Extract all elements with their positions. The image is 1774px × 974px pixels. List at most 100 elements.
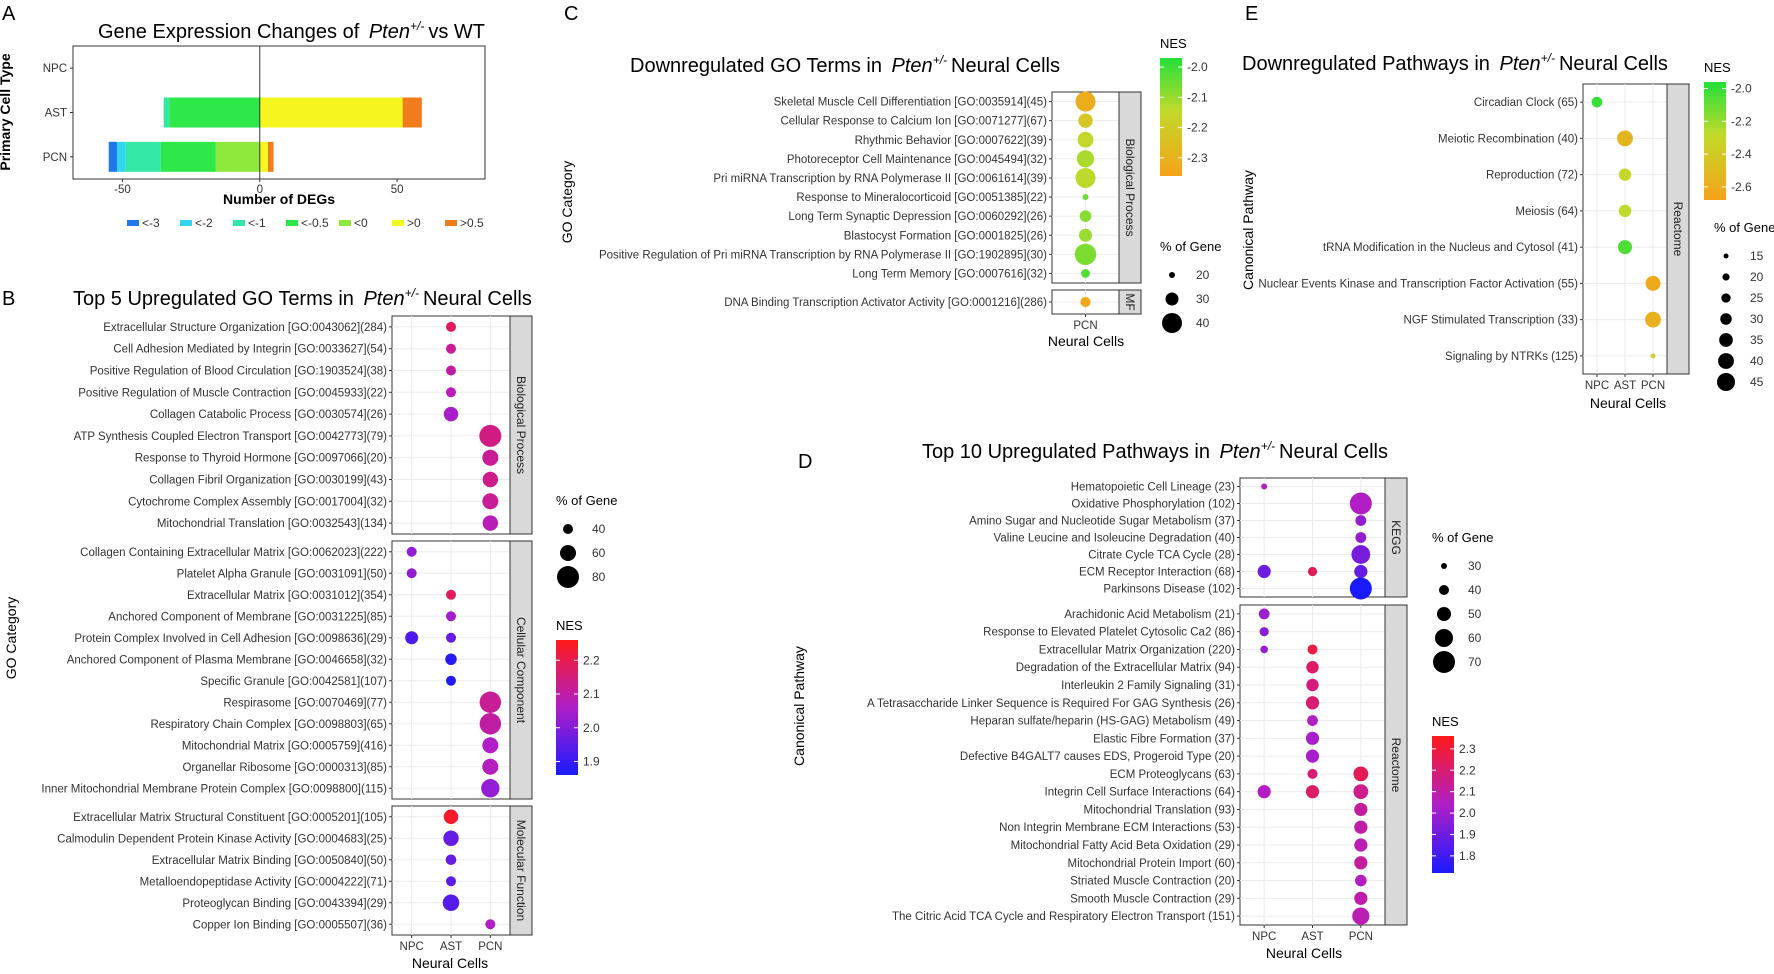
term-label: Calmodulin Dependent Protein Kinase Acti… (57, 833, 387, 845)
term-label: Integrin Cell Surface Interactions (64) (1045, 787, 1236, 799)
panel-c: C Downregulated GO Terms in Pten+/- Neura… (559, 3, 1221, 349)
term-label: Citrate Cycle TCA Cycle (28) (1088, 550, 1235, 562)
x-tick-label: AST (440, 941, 462, 953)
data-point (479, 424, 502, 447)
color-legend-label: -2.3 (1187, 151, 1208, 165)
data-point (446, 343, 456, 354)
bar-segment (116, 141, 126, 172)
term-label: Meiotic Recombination (40) (1438, 133, 1578, 145)
term-label: Mitochondrial Translation [GO:0032543](1… (157, 518, 387, 530)
term-label: Long Term Synaptic Depression [GO:006029… (788, 211, 1047, 223)
data-point (1354, 564, 1368, 579)
panel-a-axes: NPC AST PCN -50 0 50 (43, 46, 404, 196)
term-label: Cellular Response to Calcium Ion [GO:007… (780, 116, 1047, 128)
panel-a-bars (108, 97, 422, 172)
facet-strip (509, 805, 533, 936)
term-label: Positive Regulation of Blood Circulation… (90, 366, 387, 378)
term-label: Mitochondrial Matrix [GO:0005759](416) (182, 740, 387, 752)
color-legend-label: 2.3 (1459, 742, 1476, 756)
term-label: Extracellular Matrix Structural Constitu… (73, 812, 387, 824)
term-label: Parkinsons Disease (102) (1103, 584, 1235, 596)
color-legend-bar (556, 640, 578, 775)
color-legend-title: NES (1432, 714, 1459, 729)
size-legend-label: 70 (1468, 655, 1482, 669)
data-point (446, 589, 456, 600)
term-label: Platelet Alpha Granule [GO:0031091](50) (177, 568, 388, 580)
data-point (1306, 661, 1319, 674)
panel-label-c: C (564, 3, 578, 25)
facet-strip-label: Reactome (1671, 202, 1685, 257)
x-tick-label: 50 (391, 184, 404, 196)
y-tick-label: PCN (43, 152, 67, 164)
panel-d-ylabel: Canonical Pathway (791, 646, 807, 766)
size-legend-dot (1441, 563, 1447, 569)
term-label: Anchored Component of Plasma Membrane [G… (67, 654, 387, 666)
title-gene: Pten (1499, 53, 1540, 75)
data-point (1074, 243, 1097, 266)
size-legend-dot (1720, 313, 1732, 325)
facet-strip (1118, 91, 1142, 284)
size-legend-dot (1439, 585, 1449, 595)
data-point (1355, 515, 1367, 526)
facet-strip-label: Cellular Component (514, 617, 528, 724)
data-point (405, 631, 419, 645)
size-legend-label: 40 (592, 522, 606, 536)
x-tick-label: NPC (400, 941, 424, 953)
panel-e-xlabel: Neural Cells (1590, 395, 1666, 411)
data-point (1354, 820, 1368, 834)
x-tick-label: NPC (1252, 931, 1276, 943)
data-point (1349, 577, 1372, 600)
term-label: Defective B4GALT7 causes EDS, Progeroid … (960, 751, 1235, 763)
size-legend-label: 25 (1750, 291, 1764, 305)
data-point (446, 321, 456, 332)
term-label: Organellar Ribosome [GO:0000313](85) (182, 762, 387, 774)
term-label: Cell Adhesion Mediated by Integrin [GO:0… (113, 344, 387, 356)
data-point (1257, 564, 1271, 579)
data-point (1650, 353, 1656, 359)
size-legend-label: 50 (1468, 607, 1482, 621)
panel-a: A Gene Expression Changes of Pten+/- vs W… (0, 3, 486, 230)
term-label: Mitochondrial Translation (93) (1084, 804, 1236, 816)
panel-b: B Top 5 Upregulated GO Terms in Pten+/- N… (2, 286, 617, 971)
color-legend-label: -2.6 (1731, 180, 1752, 194)
title-gene: Pten (363, 288, 404, 310)
color-legend-label: -2.2 (1187, 121, 1208, 135)
size-legend-label: 15 (1750, 249, 1764, 263)
size-legend-label: 40 (1196, 316, 1210, 330)
title-sup: +/- (405, 286, 419, 300)
data-point (1075, 167, 1096, 188)
data-point (1645, 275, 1661, 291)
data-point (482, 758, 499, 775)
data-point (1079, 210, 1092, 222)
data-point (445, 653, 457, 665)
term-label: Pri miRNA Transcription by RNA Polymeras… (713, 173, 1047, 185)
color-legend-label: 1.9 (583, 755, 600, 769)
term-label: Striated Muscle Contraction (20) (1070, 876, 1235, 888)
term-label: DNA Binding Transcription Activator Acti… (724, 297, 1047, 309)
term-label: Smooth Muscle Contraction (29) (1070, 893, 1235, 905)
bar-segment (108, 141, 117, 172)
legend-label: >0 (407, 216, 421, 230)
term-label: Hematopoietic Cell Lineage (23) (1071, 482, 1235, 494)
color-legend-label: 2.0 (583, 721, 600, 735)
legend-label: <-3 (142, 216, 160, 230)
data-point (1306, 678, 1319, 692)
data-point (1078, 113, 1093, 128)
term-label: Cytochrome Complex Assembly [GO:0017004]… (128, 496, 387, 508)
size-legend-dot (557, 566, 579, 588)
color-legend-bar (1432, 736, 1454, 873)
bar-segment (160, 141, 216, 172)
data-point (1645, 311, 1661, 328)
data-point (1305, 749, 1320, 763)
title-post: Neural Cells (423, 288, 532, 310)
data-point (406, 568, 417, 579)
panel-a-xlabel: Number of DEGs (223, 191, 335, 207)
term-label: Collagen Catabolic Process [GO:0030574](… (150, 409, 387, 421)
size-legend-label: 40 (1750, 354, 1764, 368)
facet-strip (1118, 289, 1142, 315)
legend-swatch (180, 220, 192, 226)
data-point (1257, 785, 1271, 799)
facet-strip-label: Reactome (1389, 738, 1403, 793)
data-point (1354, 802, 1368, 817)
panel-label-e: E (1245, 3, 1258, 25)
